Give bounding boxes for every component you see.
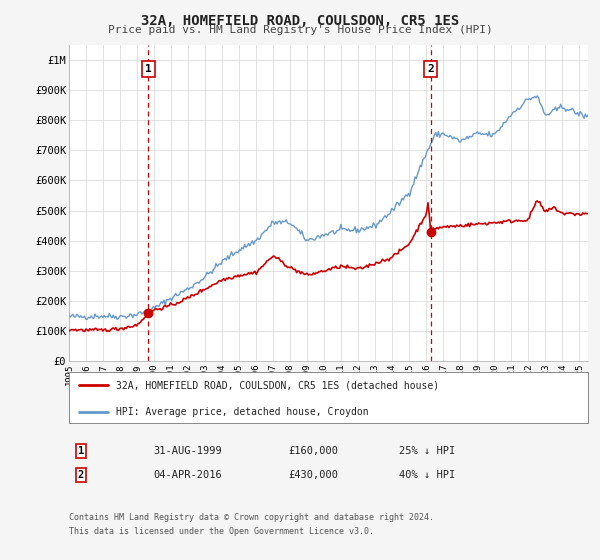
Text: Contains HM Land Registry data © Crown copyright and database right 2024.: Contains HM Land Registry data © Crown c… [69,514,434,522]
Text: £430,000: £430,000 [288,470,338,480]
Text: £160,000: £160,000 [288,446,338,456]
Text: 25% ↓ HPI: 25% ↓ HPI [399,446,455,456]
Text: 04-APR-2016: 04-APR-2016 [153,470,222,480]
Text: 31-AUG-1999: 31-AUG-1999 [153,446,222,456]
Text: HPI: Average price, detached house, Croydon: HPI: Average price, detached house, Croy… [116,407,368,417]
Text: This data is licensed under the Open Government Licence v3.0.: This data is licensed under the Open Gov… [69,528,374,536]
Text: Price paid vs. HM Land Registry's House Price Index (HPI): Price paid vs. HM Land Registry's House … [107,25,493,35]
Text: 32A, HOMEFIELD ROAD, COULSDON, CR5 1ES (detached house): 32A, HOMEFIELD ROAD, COULSDON, CR5 1ES (… [116,380,439,390]
Text: 32A, HOMEFIELD ROAD, COULSDON, CR5 1ES: 32A, HOMEFIELD ROAD, COULSDON, CR5 1ES [141,14,459,28]
Text: 2: 2 [427,64,434,74]
Text: 40% ↓ HPI: 40% ↓ HPI [399,470,455,480]
Text: 1: 1 [78,446,84,456]
Text: 1: 1 [145,64,152,74]
Text: 2: 2 [78,470,84,480]
